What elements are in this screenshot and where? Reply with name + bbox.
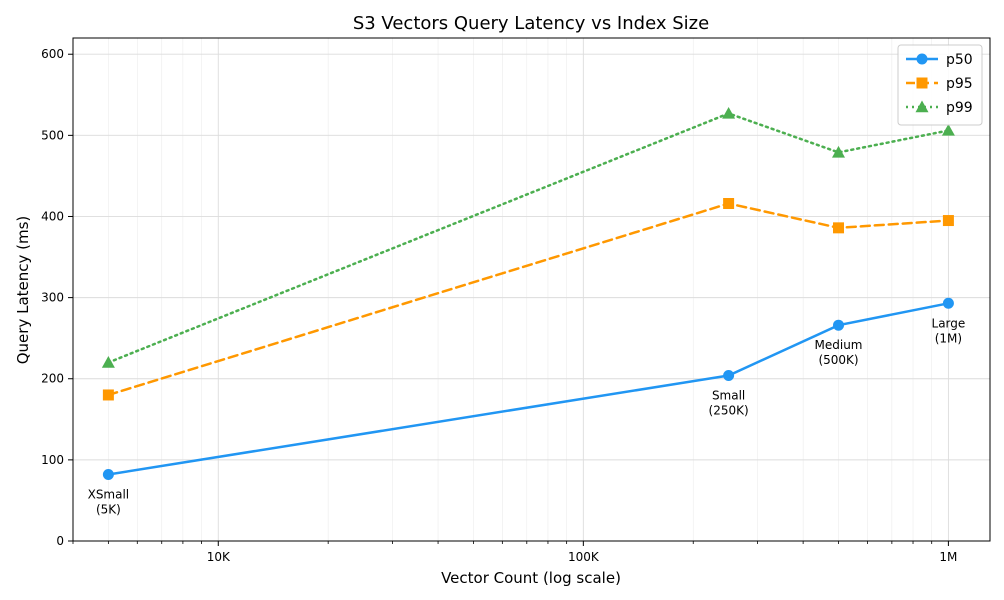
series-line-p99: [107, 112, 950, 364]
series-line-p95: [107, 202, 950, 397]
data-point-p95: [102, 389, 114, 401]
data-point-p50: [102, 468, 114, 480]
legend-label-p50: p50: [946, 52, 973, 68]
y-axis-label: Query Latency (ms): [14, 216, 32, 365]
x-tick-label: 10K: [207, 550, 231, 564]
data-point-p50: [942, 297, 954, 309]
legend-label-p95: p95: [946, 76, 973, 92]
series-p50: [102, 297, 954, 480]
data-point-p95: [833, 222, 845, 234]
legend-marker-p99: [915, 100, 929, 113]
point-label: (1M): [935, 331, 962, 345]
point-label: (5K): [96, 502, 121, 516]
legend-box: [897, 44, 983, 126]
data-point-p50: [833, 319, 845, 331]
plot-frame: [72, 37, 991, 542]
grid: [72, 38, 990, 542]
y-tick-label: 100: [41, 453, 64, 467]
data-point-p99: [722, 106, 736, 119]
x-tick-label: 100K: [568, 550, 600, 564]
point-annotations: XSmall(5K) Small(250K) Medium(500K) Large(1…: [88, 316, 966, 516]
series-layer: [101, 106, 955, 480]
x-tick-label: 1M: [939, 550, 957, 564]
y-tick-label: 300: [41, 291, 64, 305]
legend-marker-p95: [916, 77, 928, 89]
y-tick-label: 0: [56, 534, 64, 548]
legend-label-p99: p99: [946, 100, 973, 116]
series-p99: [101, 106, 955, 368]
y-tick-label: 400: [41, 209, 64, 223]
data-point-p99: [101, 356, 115, 368]
data-point-p95: [723, 198, 735, 210]
axes: 10K 100K 1M 0 100 200 300 400 500 600: [41, 37, 991, 564]
data-point-p95: [942, 215, 954, 227]
legend-marker-p50: [916, 53, 928, 65]
series-p95: [102, 198, 954, 401]
y-tick-label: 500: [41, 128, 64, 142]
y-tick-label: 600: [41, 47, 64, 61]
point-label: Large: [932, 316, 966, 330]
point-label: (250K): [709, 403, 749, 417]
point-label: Medium: [815, 338, 863, 352]
data-point-p99: [941, 123, 955, 136]
x-axis-label: Vector Count (log scale): [441, 569, 621, 587]
legend: p50 p95 p99: [897, 44, 983, 126]
data-point-p99: [832, 145, 846, 158]
point-label: XSmall: [88, 487, 130, 501]
data-point-p50: [723, 369, 735, 381]
series-line-p50: [107, 302, 950, 476]
point-label: Small: [712, 388, 745, 402]
y-tick-label: 200: [41, 372, 64, 386]
chart-title: S3 Vectors Query Latency vs Index Size: [353, 13, 709, 34]
point-label: (500K): [818, 353, 858, 367]
